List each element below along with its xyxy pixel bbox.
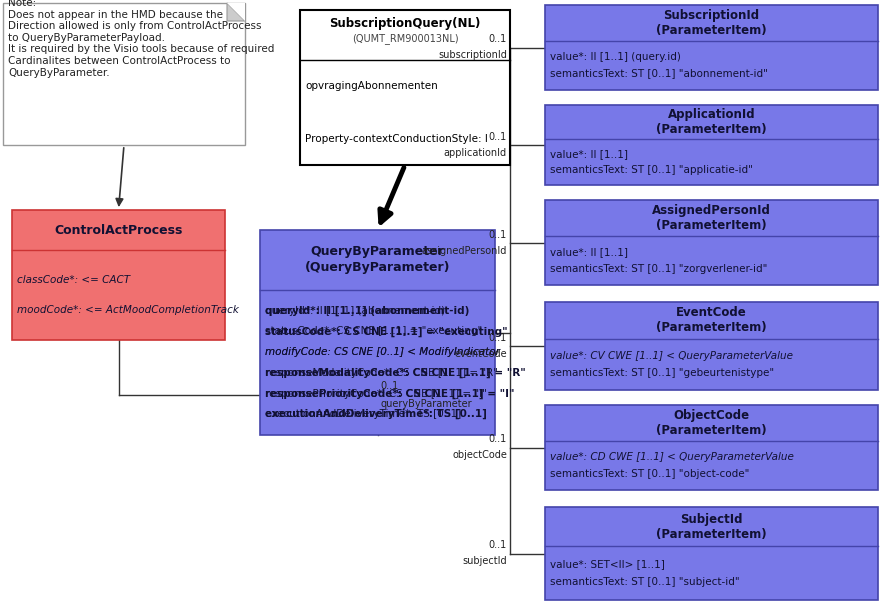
Text: value*: CV CWE [1..1] < QueryParameterValue: value*: CV CWE [1..1] < QueryParameterVa… — [550, 351, 793, 361]
Bar — [545, 302, 878, 390]
Bar — [545, 5, 878, 90]
Text: queryId*: II [1..1] (abonnement-id): queryId*: II [1..1] (abonnement-id) — [265, 306, 469, 316]
Text: value*: CD CWE [1..1] < QueryParameterValue: value*: CD CWE [1..1] < QueryParameterVa… — [550, 452, 794, 462]
Text: executionAndDeliveryTime*: TS [0..1]: executionAndDeliveryTime*: TS [0..1] — [265, 409, 461, 419]
Text: eventCode: eventCode — [454, 349, 507, 359]
Text: 0..1: 0..1 — [489, 541, 507, 550]
Text: modifyCode: CS CNE [0..1] < ModifyIndicator: modifyCode: CS CNE [0..1] < ModifyIndica… — [265, 347, 500, 357]
Text: (QUMT_RM900013NL): (QUMT_RM900013NL) — [351, 34, 458, 45]
Text: 0..1: 0..1 — [489, 435, 507, 444]
Text: modifyCode: CS CNE [0..1] < ModifyIndicator: modifyCode: CS CNE [0..1] < ModifyIndica… — [265, 347, 500, 357]
Text: statusCode*: CS CNE [1..1] = "executing": statusCode*: CS CNE [1..1] = "executing" — [265, 326, 508, 337]
Text: objectCode: objectCode — [452, 451, 507, 460]
Bar — [545, 507, 878, 600]
Text: queryId*: II [1..1] (abonnement-id): queryId*: II [1..1] (abonnement-id) — [265, 306, 445, 316]
Text: semanticsText: ST [0..1] "gebeurtenistype": semanticsText: ST [0..1] "gebeurtenistyp… — [550, 368, 774, 378]
Text: QueryByParameter
(QueryByParameter): QueryByParameter (QueryByParameter) — [304, 245, 450, 275]
Text: semanticsText: ST [0..1] "object-code": semanticsText: ST [0..1] "object-code" — [550, 468, 750, 479]
Text: responsePriorityCode*: CS CNE [1..1] = "I": responsePriorityCode*: CS CNE [1..1] = "… — [265, 389, 514, 398]
Text: semanticsText: ST [0..1] "subject-id": semanticsText: ST [0..1] "subject-id" — [550, 577, 740, 587]
Text: 0..1: 0..1 — [489, 132, 507, 142]
Text: opvragingAbonnementen: opvragingAbonnementen — [305, 82, 438, 91]
Text: EventCode
(ParameterItem): EventCode (ParameterItem) — [656, 306, 766, 335]
Text: 0..1: 0..1 — [489, 34, 507, 45]
Text: AssignedPersonId
(ParameterItem): AssignedPersonId (ParameterItem) — [652, 204, 771, 232]
Text: SubjectId
(ParameterItem): SubjectId (ParameterItem) — [656, 512, 766, 541]
Text: value*: II [1..1] (query.id): value*: II [1..1] (query.id) — [550, 52, 681, 62]
Text: value*: SET<II> [1..1]: value*: SET<II> [1..1] — [550, 559, 665, 569]
Text: Property-contextConductionStyle: I: Property-contextConductionStyle: I — [305, 134, 488, 144]
Text: responseModalityCode*: CS CNE [1..1] = "R": responseModalityCode*: CS CNE [1..1] = "… — [265, 368, 498, 378]
Text: ControlActProcess: ControlActProcess — [54, 224, 182, 237]
Text: moodCode*: <= ActMoodCompletionTrack: moodCode*: <= ActMoodCompletionTrack — [17, 305, 239, 315]
Bar — [12, 210, 225, 340]
Text: assignedPersonId: assignedPersonId — [421, 245, 507, 256]
Bar — [300, 10, 510, 165]
Text: subjectId: subjectId — [462, 557, 507, 566]
Text: responseModalityCode*: CS CNE [1..1] = "R": responseModalityCode*: CS CNE [1..1] = "… — [265, 368, 526, 378]
Text: 0..1: 0..1 — [489, 333, 507, 343]
Text: value*: II [1..1]: value*: II [1..1] — [550, 247, 628, 257]
Polygon shape — [227, 3, 245, 21]
Text: ApplicationId
(ParameterItem): ApplicationId (ParameterItem) — [656, 108, 766, 136]
Bar — [260, 230, 495, 435]
Text: queryByParameter: queryByParameter — [381, 399, 472, 409]
Text: SubscriptionQuery(NL): SubscriptionQuery(NL) — [329, 18, 481, 31]
Text: 0..1: 0..1 — [381, 381, 399, 391]
Text: 0..1: 0..1 — [489, 229, 507, 240]
Text: classCode*: <= CACT: classCode*: <= CACT — [17, 275, 130, 285]
Text: semanticsText: ST [0..1] "abonnement-id": semanticsText: ST [0..1] "abonnement-id" — [550, 69, 768, 78]
Text: value*: II [1..1]: value*: II [1..1] — [550, 149, 628, 159]
Text: semanticsText: ST [0..1] "zorgverlener-id": semanticsText: ST [0..1] "zorgverlener-i… — [550, 264, 767, 273]
Polygon shape — [227, 3, 245, 21]
Text: ObjectCode
(ParameterItem): ObjectCode (ParameterItem) — [656, 409, 766, 437]
Text: semanticsText: ST [0..1] "applicatie-id": semanticsText: ST [0..1] "applicatie-id" — [550, 164, 753, 175]
Bar — [3, 3, 245, 145]
Text: subscriptionId: subscriptionId — [438, 50, 507, 61]
Text: responsePriorityCode*: CS CNE [1..1] = "I": responsePriorityCode*: CS CNE [1..1] = "… — [265, 389, 487, 398]
Text: executionAndDeliveryTime*: TS [0..1]: executionAndDeliveryTime*: TS [0..1] — [265, 409, 487, 419]
Text: statusCode*: CS CNE [1..1] = "executing": statusCode*: CS CNE [1..1] = "executing" — [265, 327, 482, 337]
Bar — [545, 105, 878, 185]
Text: SubscriptionId
(ParameterItem): SubscriptionId (ParameterItem) — [656, 9, 766, 37]
Bar — [545, 200, 878, 285]
Text: applicationId: applicationId — [444, 148, 507, 158]
Bar — [545, 405, 878, 490]
Text: Note:
Does not appear in the HMD because the
Direction allowed is only from Cont: Note: Does not appear in the HMD because… — [8, 0, 274, 78]
